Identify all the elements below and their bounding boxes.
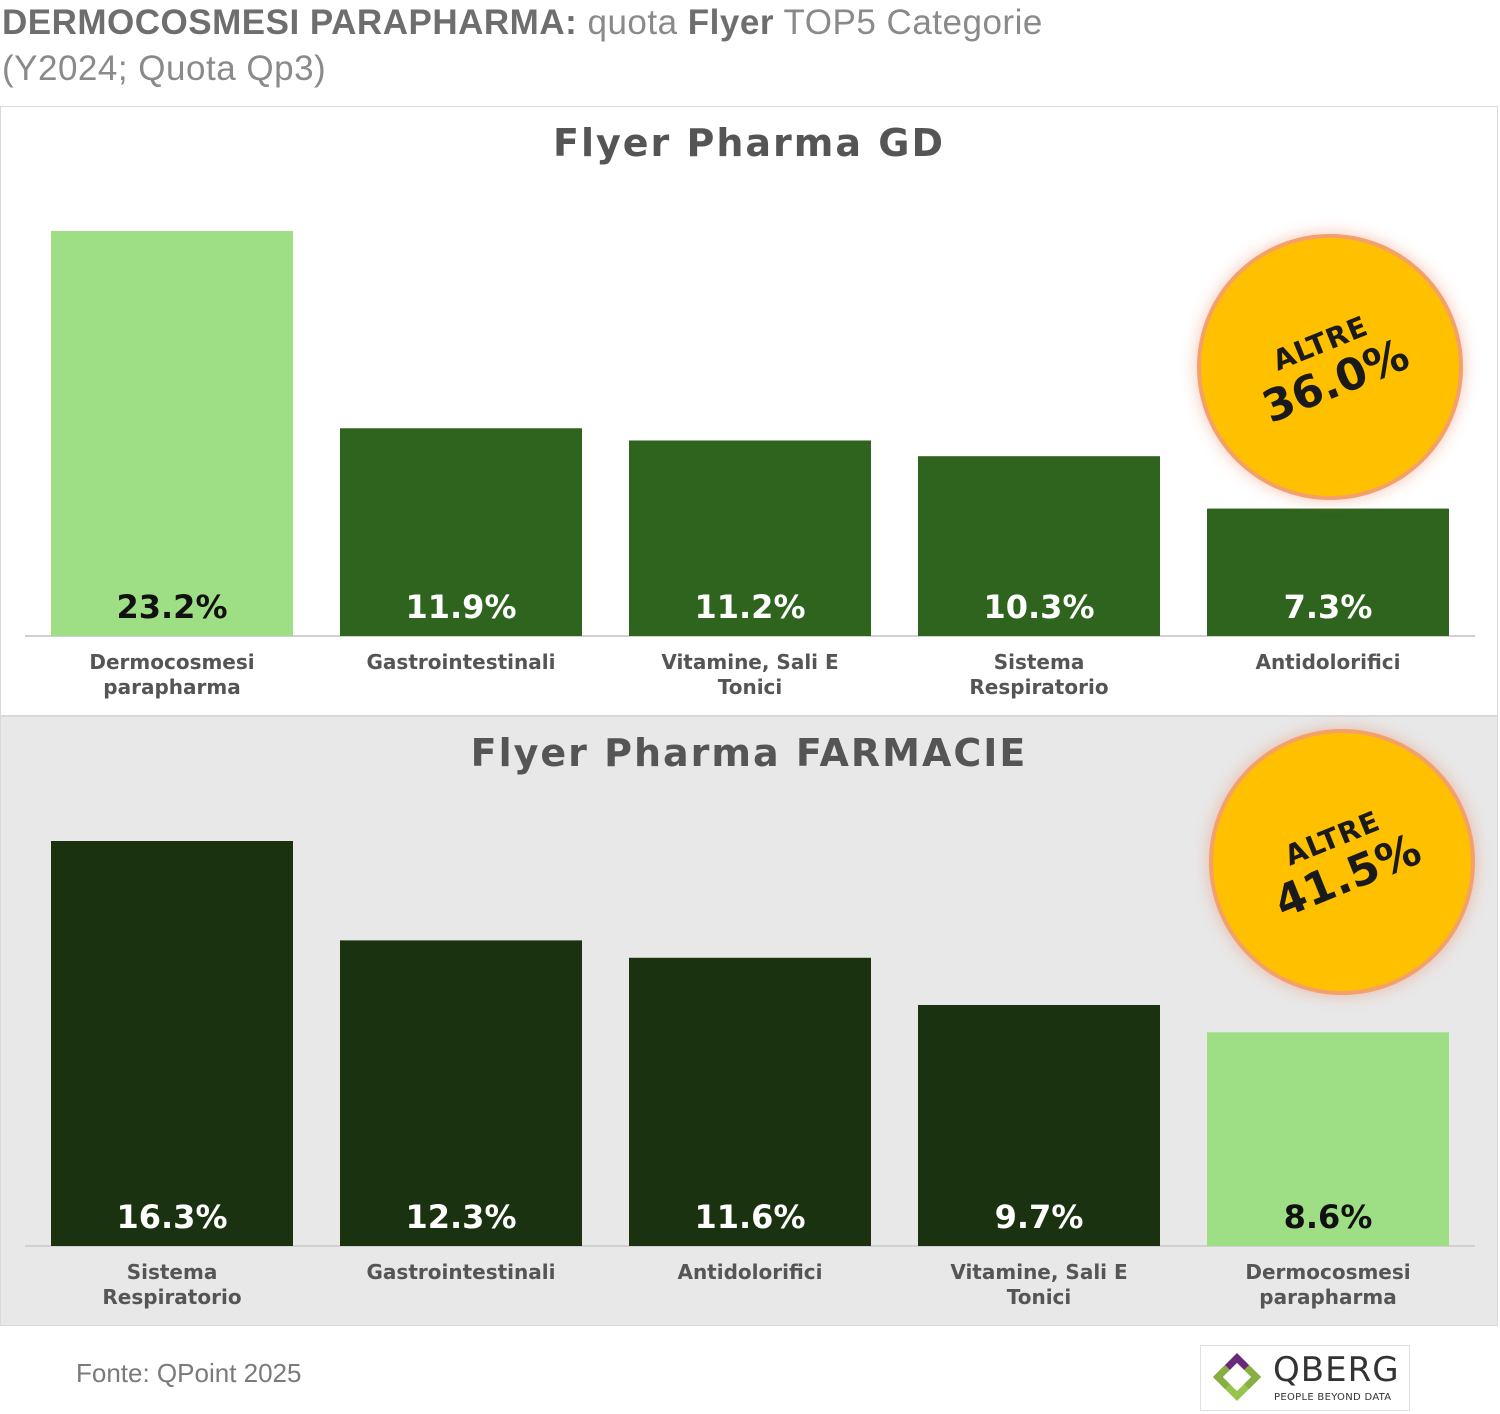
bar (51, 841, 293, 1246)
data-label: 11.6% (694, 1198, 805, 1236)
bar (340, 428, 582, 636)
category-label: Antidolorifici (1255, 650, 1400, 674)
chart-panel-farmacie: Flyer Pharma FARMACIE 16.3% Sistema Respir… (0, 716, 1498, 1326)
altre-badge-gd: ALTRE 36.0% (1201, 238, 1459, 496)
data-label: 9.7% (995, 1198, 1084, 1236)
category-label: Tonici (718, 675, 783, 699)
category-label: Sistema (127, 1260, 218, 1284)
category-label: Gastrointestinali (367, 650, 556, 674)
bar (1207, 508, 1449, 636)
title-rest: TOP5 Categorie (773, 3, 1043, 42)
bar (51, 231, 293, 636)
source-note: Fonte: QPoint 2025 (76, 1358, 302, 1388)
category-label: Vitamine, Sali E (661, 650, 838, 674)
altre-badge-farmacie: ALTRE 41.5% (1213, 733, 1471, 991)
chart-title-farmacie: Flyer Pharma FARMACIE (470, 731, 1028, 775)
title-bold: DERMOCOSMESI PARAPHARMA: (2, 3, 578, 42)
category-label: Dermocosmesi (1245, 1260, 1410, 1284)
data-label: 12.3% (405, 1198, 516, 1236)
category-label: parapharma (103, 675, 240, 699)
data-label: 7.3% (1284, 588, 1373, 626)
category-label: parapharma (1259, 1285, 1396, 1309)
data-label: 8.6% (1284, 1198, 1373, 1236)
category-label: Sistema (994, 650, 1085, 674)
bar (1207, 1032, 1449, 1246)
header: DERMOCOSMESI PARAPHARMA: quota Flyer TOP… (2, 0, 1492, 92)
bar (918, 1004, 1160, 1246)
data-label: 11.9% (405, 588, 516, 626)
category-label: Vitamine, Sali E (950, 1260, 1127, 1284)
title-bold-flyer: Flyer (687, 3, 774, 42)
page-subtitle: (Y2024; Quota Qp3) (2, 49, 327, 88)
page-title: DERMOCOSMESI PARAPHARMA: quota Flyer TOP… (2, 0, 1492, 46)
data-label: 23.2% (116, 588, 227, 626)
qberg-logo: QBERG PEOPLE BEYOND DATA (1200, 1345, 1410, 1411)
data-label: 16.3% (116, 1198, 227, 1236)
category-label: Respiratorio (969, 675, 1108, 699)
data-label: 11.2% (694, 588, 805, 626)
category-label: Tonici (1007, 1285, 1072, 1309)
bar (918, 456, 1160, 636)
qberg-logo-icon (1213, 1353, 1261, 1401)
title-mid: quota (577, 3, 688, 42)
chart-title-gd: Flyer Pharma GD (553, 121, 945, 165)
category-label: Dermocosmesi (89, 650, 254, 674)
bar (629, 957, 871, 1246)
category-label: Gastrointestinali (367, 1260, 556, 1284)
bar (340, 940, 582, 1246)
logo-tagline: PEOPLE BEYOND DATA (1274, 1392, 1392, 1403)
logo-wordmark: QBERG (1273, 1350, 1400, 1390)
category-label: Antidolorifici (677, 1260, 822, 1284)
chart-panel-gd: Flyer Pharma GD 23.2% Dermocosmesi parapha… (0, 106, 1498, 716)
bar (629, 440, 871, 636)
data-label: 10.3% (983, 588, 1094, 626)
category-label: Respiratorio (102, 1285, 241, 1309)
